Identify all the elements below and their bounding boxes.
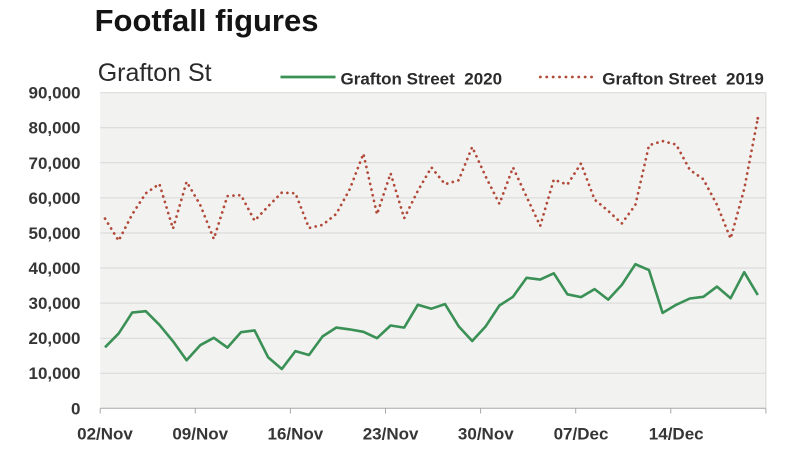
svg-text:70,000: 70,000 <box>29 154 81 173</box>
svg-text:0: 0 <box>71 399 80 418</box>
svg-text:16/Nov: 16/Nov <box>268 425 324 444</box>
svg-text:20,000: 20,000 <box>29 329 81 348</box>
svg-text:02/Nov: 02/Nov <box>77 425 133 444</box>
svg-text:09/Nov: 09/Nov <box>172 425 228 444</box>
svg-text:Grafton Street 2020: Grafton Street 2020 <box>341 70 503 89</box>
svg-text:Grafton Street 2019: Grafton Street 2019 <box>602 70 764 89</box>
svg-text:90,000: 90,000 <box>29 84 81 103</box>
svg-text:80,000: 80,000 <box>29 119 81 138</box>
svg-text:23/Nov: 23/Nov <box>363 425 419 444</box>
svg-text:40,000: 40,000 <box>29 259 81 278</box>
svg-text:30/Nov: 30/Nov <box>458 425 514 444</box>
svg-text:Grafton St: Grafton St <box>98 59 212 87</box>
svg-text:50,000: 50,000 <box>29 224 81 243</box>
svg-text:Footfall figures: Footfall figures <box>95 3 319 38</box>
svg-text:07/Dec: 07/Dec <box>554 425 609 444</box>
svg-text:60,000: 60,000 <box>29 189 81 208</box>
svg-text:14/Dec: 14/Dec <box>649 425 704 444</box>
svg-text:30,000: 30,000 <box>29 294 81 313</box>
svg-text:10,000: 10,000 <box>29 364 81 383</box>
